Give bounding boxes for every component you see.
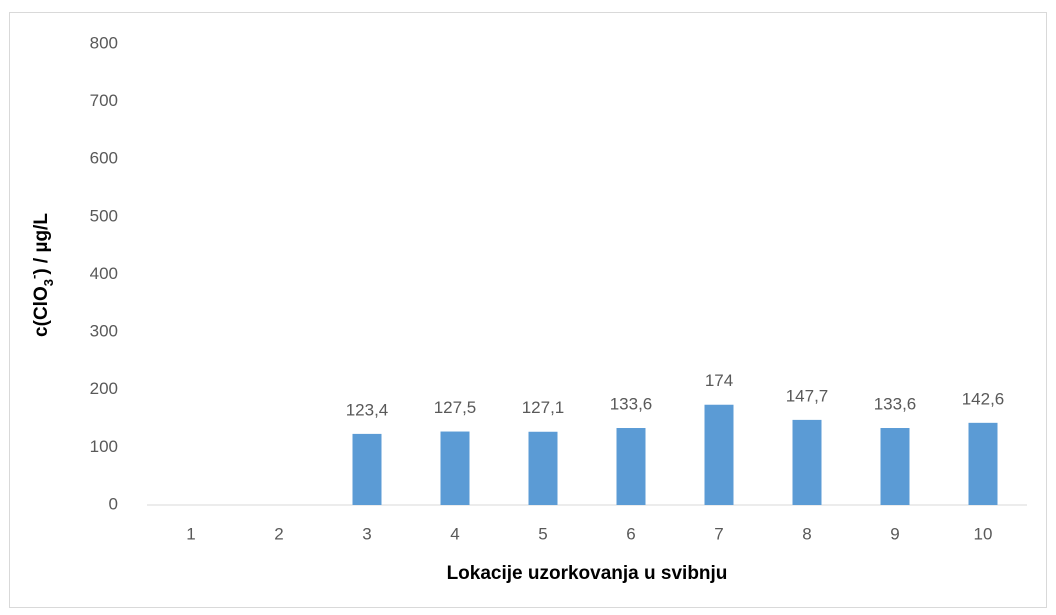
bar [616,428,646,505]
y-tick-label: 300 [90,322,118,341]
y-tick-label: 400 [90,264,118,283]
bar [440,431,470,505]
value-label: 174 [705,371,733,390]
x-tick-label: 10 [974,524,993,543]
y-tick-label: 700 [90,91,118,110]
y-tick-label: 0 [109,494,118,513]
y-tick-label: 800 [90,33,118,52]
y-axis-title-part: - [26,275,41,279]
y-axis-title-part: ) / µg/L [31,213,52,275]
value-label: 133,6 [610,394,653,413]
x-tick-label: 3 [362,524,371,543]
x-axis-title: Lokacije uzorkovanja u svibnju [447,563,728,584]
y-tick-label: 100 [90,437,118,456]
y-axis-title-part: 3 [41,279,56,286]
bar [352,433,382,505]
bar [792,419,822,505]
y-tick-label: 200 [90,379,118,398]
x-tick-label: 1 [186,524,195,543]
x-tick-label: 2 [274,524,283,543]
x-tick-label: 5 [538,524,547,543]
x-tick-label: 6 [626,524,635,543]
x-tick-label: 8 [802,524,811,543]
x-tick-label: 9 [890,524,899,543]
bar [880,428,910,505]
value-label: 123,4 [346,400,389,419]
value-label: 127,5 [434,398,477,417]
y-axis-title-part: c(ClO [31,286,52,337]
chart-border [9,12,1047,608]
bar [968,422,998,505]
value-label: 127,1 [522,398,565,417]
value-label: 133,6 [874,394,917,413]
value-label: 142,6 [962,389,1005,408]
bar [528,431,558,505]
x-tick-label: 4 [450,524,459,543]
y-tick-label: 600 [90,149,118,168]
bar [704,404,734,505]
x-tick-label: 7 [714,524,723,543]
value-label: 147,7 [786,386,829,405]
y-tick-label: 500 [90,206,118,225]
y-axis-title: c(ClO3-) / µg/L [26,213,56,337]
